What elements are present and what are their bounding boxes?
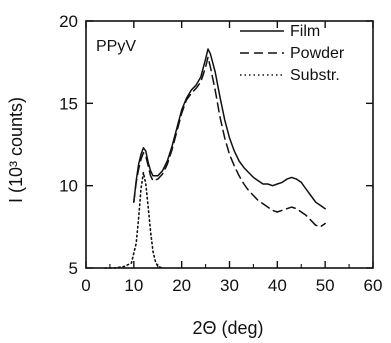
x-tick-label: 30	[220, 276, 239, 295]
x-tick-label: 40	[268, 276, 287, 295]
y-tick-label: 20	[59, 12, 78, 31]
legend-label: Film	[290, 23, 320, 40]
series-line-powder	[133, 56, 326, 228]
axis-ticks: 0 10 20 30 40 50 60 5 10 15 20	[59, 12, 382, 295]
x-axis-label: 2Θ (deg)	[192, 318, 263, 338]
x-tick-label: 0	[81, 276, 90, 295]
y-axis-label: I (10³ counts)	[6, 97, 26, 203]
legend: Film Powder Substr.	[240, 23, 345, 84]
legend-label: Powder	[290, 45, 345, 62]
chart-annotation: PPyV	[96, 38, 136, 55]
series-layer	[104, 48, 326, 269]
series-line-substr	[104, 171, 164, 269]
y-tick-label: 5	[69, 259, 78, 278]
legend-label: Substr.	[290, 67, 340, 84]
x-tick-label: 10	[124, 276, 143, 295]
x-tick-label: 60	[364, 276, 383, 295]
x-tick-label: 50	[316, 276, 335, 295]
series-line-film	[133, 48, 326, 210]
y-tick-label: 15	[59, 94, 78, 113]
x-tick-label: 20	[172, 276, 191, 295]
y-tick-label: 10	[59, 177, 78, 196]
